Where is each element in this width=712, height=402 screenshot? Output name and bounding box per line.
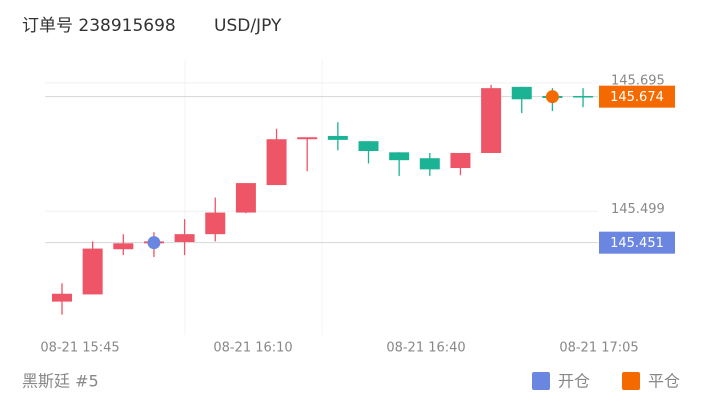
legend-label: 开仓 (558, 372, 590, 391)
candle-body (481, 88, 502, 153)
y-tick-label: 145.695 (611, 73, 665, 88)
legend-label: 平仓 (648, 372, 680, 391)
candle-body (327, 135, 348, 140)
candle-body (297, 137, 318, 140)
order-number: 订单号 238915698 (22, 16, 176, 36)
x-tick-label: 08-21 16:40 (386, 341, 465, 356)
x-tick-label: 08-21 16:10 (213, 341, 292, 356)
candle-body (82, 248, 103, 295)
price-tag (599, 85, 675, 108)
legend-swatch (532, 372, 550, 390)
y-tick-label: 145.499 (611, 202, 665, 217)
legend-swatch (622, 372, 640, 390)
price-tag-label: 145.451 (610, 236, 664, 251)
price-tag-label: 145.674 (610, 90, 664, 105)
trade-marker (147, 236, 161, 250)
candle-body (113, 243, 134, 250)
candle-body (358, 141, 379, 152)
candle-body (266, 139, 287, 186)
candle-body (52, 293, 72, 302)
candle-body (419, 158, 440, 170)
candle-body (450, 152, 471, 169)
candle-body (389, 152, 410, 161)
symbol: USD/JPY (214, 16, 282, 36)
candle-body (235, 183, 256, 213)
candle-body (573, 96, 594, 98)
price-tag (599, 231, 675, 254)
candle-body (205, 212, 226, 235)
x-tick-label: 08-21 15:45 (40, 341, 119, 356)
x-tick-label: 08-21 17:05 (559, 341, 638, 356)
candle-body (511, 86, 532, 100)
trade-marker (545, 90, 559, 104)
candle-body (174, 234, 195, 243)
footer: 黑斯廷 #5 (22, 372, 99, 391)
